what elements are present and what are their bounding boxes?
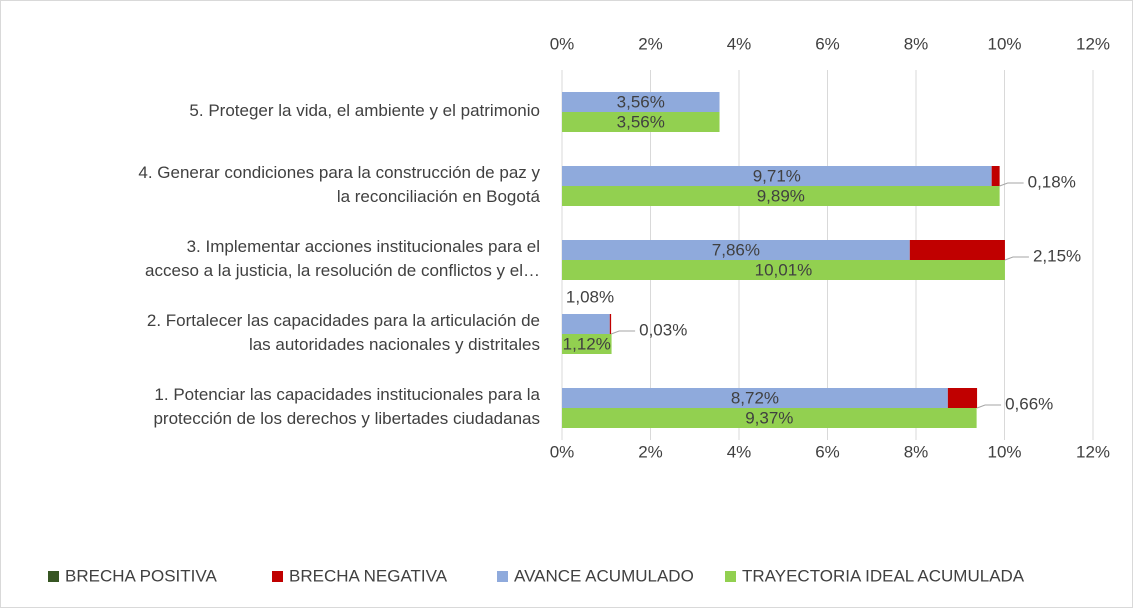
value-label: 1,12% [563,334,611,353]
category-label-line: 5. Proteger la vida, el ambiente y el pa… [189,101,540,120]
x-tick-label-bottom: 6% [815,442,840,461]
bar-brecha-negativa [609,314,612,334]
category-label-line: 3. Implementar acciones institucionales … [187,237,540,256]
bar-ideal [562,112,720,132]
bar-avance [562,314,610,334]
category-label: 4. Generar condiciones para la construcc… [138,163,540,206]
leader-line [976,404,1002,409]
legend-label: AVANCE ACUMULADO [514,566,694,585]
category-label-line: acceso a la justicia, la resolución de c… [145,261,540,280]
value-label: 9,89% [757,186,805,205]
category-label-line: protección de los derechos y libertades … [153,409,540,428]
category-label-line: la reconciliación en Bogotá [337,187,541,206]
bar-ideal [562,408,977,428]
x-tick-label-top: 10% [987,34,1021,53]
x-tick-label-bottom: 8% [904,442,929,461]
bar-ideal [562,260,1005,280]
category-label-line: 2. Fortalecer las capacidades para la ar… [147,311,540,330]
x-tick-label-top: 0% [550,34,575,53]
value-label: 0,18% [1028,172,1076,191]
x-tick-label-bottom: 4% [727,442,752,461]
legend-label: BRECHA POSITIVA [65,566,217,585]
category-label: 3. Implementar acciones institucionales … [145,237,540,280]
leader-line [999,182,1024,187]
bar-avance [562,240,910,260]
bar-avance [562,166,992,186]
value-label: 0,66% [1005,394,1053,413]
legend-swatch [725,571,736,582]
legend-swatch [48,571,59,582]
bar-ideal [562,334,612,354]
category-label-line: 4. Generar condiciones para la construcc… [138,163,540,182]
x-tick-label-top: 6% [815,34,840,53]
x-tick-label-top: 2% [638,34,663,53]
legend-swatch [272,571,283,582]
value-label: 8,72% [731,388,779,407]
value-label: 2,15% [1033,246,1081,265]
value-label: 7,86% [712,240,760,259]
category-label: 2. Fortalecer las capacidades para la ar… [147,311,540,354]
bar-ideal [562,186,1000,206]
x-tick-label-top: 8% [904,34,929,53]
bar-brecha-negativa [991,166,1000,186]
x-tick-label-top: 12% [1076,34,1110,53]
x-tick-label-bottom: 2% [638,442,663,461]
x-tick-label-bottom: 10% [987,442,1021,461]
bar-avance [562,388,948,408]
bar-avance [562,92,720,112]
category-label-line: las autoridades nacionales y distritales [249,335,540,354]
x-tick-label-bottom: 0% [550,442,575,461]
leader-line [610,330,636,335]
value-label: 0,03% [639,320,687,339]
legend-label: BRECHA NEGATIVA [289,566,448,585]
legend-swatch [497,571,508,582]
x-tick-label-bottom: 12% [1076,442,1110,461]
legend-label: TRAYECTORIA IDEAL ACUMULADA [742,566,1025,585]
leader-line [1004,256,1029,261]
value-label: 1,08% [566,287,614,306]
value-label: 10,01% [755,260,813,279]
value-label: 9,71% [753,166,801,185]
value-label: 3,56% [617,92,665,111]
bar-brecha-negativa [947,388,978,408]
bar-brecha-negativa [909,240,1005,260]
category-label: 1. Potenciar las capacidades institucion… [153,385,540,428]
x-tick-label-top: 4% [727,34,752,53]
value-label: 3,56% [617,112,665,131]
category-label-line: 1. Potenciar las capacidades institucion… [154,385,540,404]
value-label: 9,37% [745,408,793,427]
category-label: 5. Proteger la vida, el ambiente y el pa… [189,101,540,120]
